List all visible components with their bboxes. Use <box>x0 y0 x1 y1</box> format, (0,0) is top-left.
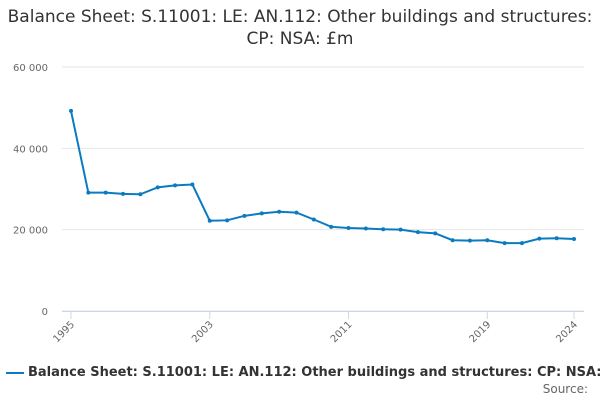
data-point <box>554 236 559 241</box>
y-tick-label: 0 <box>42 307 48 318</box>
x-tick-label: 2003 <box>190 319 216 345</box>
data-point <box>190 182 195 187</box>
data-point <box>381 227 386 232</box>
chart-title: Balance Sheet: S.11001: LE: AN.112: Othe… <box>7 7 593 49</box>
data-point <box>155 185 160 190</box>
data-point <box>346 226 351 231</box>
data-point <box>294 210 299 215</box>
data-point <box>502 241 507 246</box>
series-line <box>70 110 575 245</box>
data-point <box>485 238 490 243</box>
data-point <box>329 224 334 229</box>
x-tick-label: 2024 <box>554 319 580 345</box>
data-point <box>398 227 403 232</box>
x-tick-label: 1995 <box>51 319 77 345</box>
data-point <box>138 192 143 197</box>
source-label: Source: <box>542 382 588 396</box>
data-point <box>259 211 264 216</box>
data-point <box>467 238 472 243</box>
x-tick-label: 2019 <box>468 319 494 345</box>
y-tick-label: 40 000 <box>13 144 48 155</box>
data-point <box>225 218 230 223</box>
y-tick-label: 60 000 <box>13 63 48 74</box>
data-point <box>69 108 73 113</box>
data-point <box>537 236 542 241</box>
data-point <box>572 237 576 242</box>
data-point <box>433 231 438 236</box>
data-point <box>519 241 524 246</box>
legend-item[interactable]: Balance Sheet: S.11001: LE: AN.112: Othe… <box>6 365 600 380</box>
data-point <box>207 218 212 223</box>
data-point <box>86 190 91 195</box>
data-point <box>121 191 126 196</box>
data-point <box>363 226 368 231</box>
data-point <box>242 213 247 218</box>
data-point <box>415 230 420 235</box>
data-point <box>311 217 316 222</box>
data-point <box>103 190 108 195</box>
data-point <box>173 183 178 188</box>
legend-swatch <box>6 371 24 374</box>
data-point <box>450 238 455 243</box>
legend-label: Balance Sheet: S.11001: LE: AN.112: Othe… <box>28 365 600 380</box>
data-point <box>277 209 282 214</box>
y-tick-label: 20 000 <box>13 226 48 237</box>
x-tick-label: 2011 <box>329 319 355 345</box>
